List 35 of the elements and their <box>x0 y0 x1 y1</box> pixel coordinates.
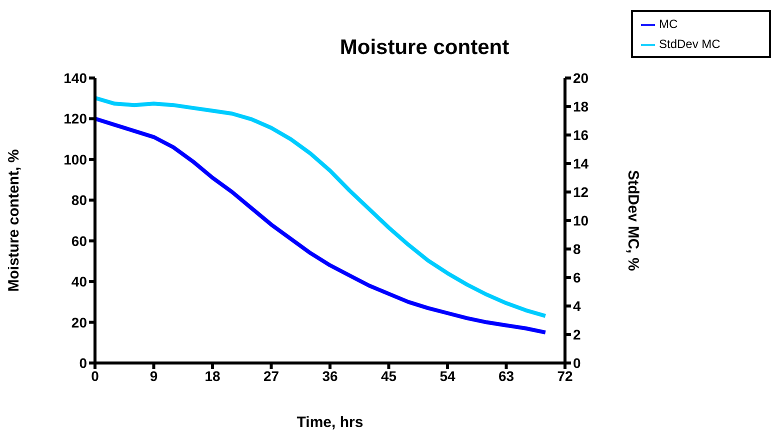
y2-tick-label: 2 <box>573 326 581 342</box>
y-tick-label: 140 <box>64 70 88 86</box>
x-tick-label: 45 <box>380 368 397 384</box>
y2-tick-label: 18 <box>573 98 589 114</box>
y2-axis-title: StdDev MC, % <box>624 170 642 271</box>
y-tick-label: 20 <box>71 314 88 330</box>
y-tick-label: 0 <box>79 354 88 371</box>
line-series <box>95 96 548 318</box>
y2-tick-label: 10 <box>573 212 589 228</box>
y-tick-label: 120 <box>64 110 88 127</box>
chart-title: Moisture content <box>340 36 510 59</box>
x-tick-label: 54 <box>440 368 456 384</box>
legend-label: MC <box>659 17 678 31</box>
y-tick-label: 80 <box>71 192 88 208</box>
x-axis-title: Time, hrs <box>296 414 364 431</box>
y2-tick-label: 0 <box>573 354 581 371</box>
x-tick-label: 0 <box>91 368 100 384</box>
y2-tick-label: 20 <box>573 70 589 86</box>
legend-label: StdDev MC <box>659 37 720 51</box>
y-tick-label: 40 <box>71 274 88 290</box>
y2-tick-label: 12 <box>573 184 589 200</box>
y2-tick-label: 8 <box>573 240 581 257</box>
x-tick-label: 27 <box>263 368 280 384</box>
y2-tick-label: 16 <box>573 126 589 143</box>
x-tick-label: 18 <box>204 368 220 384</box>
line-series <box>95 116 548 334</box>
y-tick-label: 100 <box>64 151 88 168</box>
x-tick-label: 9 <box>150 368 158 384</box>
x-tick-label: 63 <box>498 368 514 384</box>
y2-tick-label: 14 <box>573 155 589 172</box>
y2-tick-label: 4 <box>573 298 581 314</box>
y-tick-label: 60 <box>71 232 88 249</box>
x-tick-label: 72 <box>557 368 573 384</box>
y2-tick-label: 6 <box>573 269 581 286</box>
x-tick-label: 36 <box>322 368 338 384</box>
